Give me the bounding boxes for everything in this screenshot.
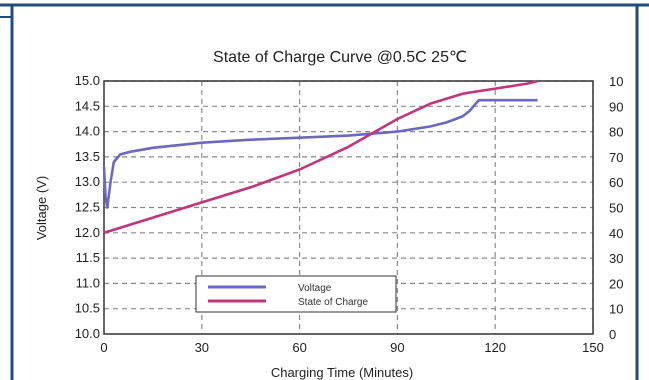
y2-tick-label: 30 bbox=[609, 251, 623, 266]
x-tick-label: 150 bbox=[582, 340, 604, 355]
y2-tick-label: 90 bbox=[609, 99, 623, 114]
y-tick-label: 12.0 bbox=[75, 225, 100, 240]
y2-tick-label: 0 bbox=[609, 327, 616, 342]
y-tick-label: 10.5 bbox=[75, 301, 100, 316]
y2-tick-label: 60 bbox=[609, 175, 623, 190]
y2-tick-label: 10 bbox=[609, 302, 623, 317]
frame-border bbox=[0, 3, 649, 380]
y-tick-label: 11.0 bbox=[76, 275, 100, 290]
legend-label: Voltage bbox=[298, 283, 332, 294]
y-tick-label: 11.5 bbox=[76, 250, 100, 265]
x-tick-label: 0 bbox=[100, 340, 107, 355]
chart-title: State of Charge Curve @0.5C 25℃ bbox=[213, 49, 467, 66]
y2-tick-label: 40 bbox=[609, 226, 623, 241]
y-tick-label: 15.0 bbox=[75, 73, 100, 88]
y2-tick-label: 20 bbox=[609, 276, 623, 291]
plot-area-border bbox=[103, 80, 594, 335]
y-tick-label: 13.0 bbox=[75, 174, 100, 189]
x-tick-label: 120 bbox=[484, 340, 506, 355]
y-tick-label: 10.0 bbox=[75, 326, 100, 341]
legend-label: State of Charge bbox=[298, 297, 368, 308]
y2-tick-label: 50 bbox=[609, 201, 623, 216]
soc-series-line bbox=[103, 79, 538, 235]
x-tick-label: 30 bbox=[195, 340, 209, 355]
y-tick-label: 13.5 bbox=[75, 149, 100, 164]
legend: Voltage State of Charge bbox=[195, 275, 397, 313]
voltage-series-line bbox=[102, 98, 538, 209]
legend-box bbox=[195, 275, 397, 313]
y-tick-label: 14.5 bbox=[75, 98, 100, 113]
x-tick-label: 90 bbox=[390, 340, 404, 355]
y-axis-label: Voltage (V) bbox=[34, 176, 49, 240]
y2-tick-label: 70 bbox=[609, 150, 623, 165]
x-axis-label: Charging Time (Minutes) bbox=[271, 365, 413, 380]
y-tick-label: 14.0 bbox=[75, 124, 100, 139]
y2-tick-label: 80 bbox=[609, 125, 623, 140]
y2-tick-label: 10 bbox=[609, 74, 623, 89]
x-tick-label: 60 bbox=[292, 340, 306, 355]
y-tick-label: 12.5 bbox=[75, 200, 100, 215]
